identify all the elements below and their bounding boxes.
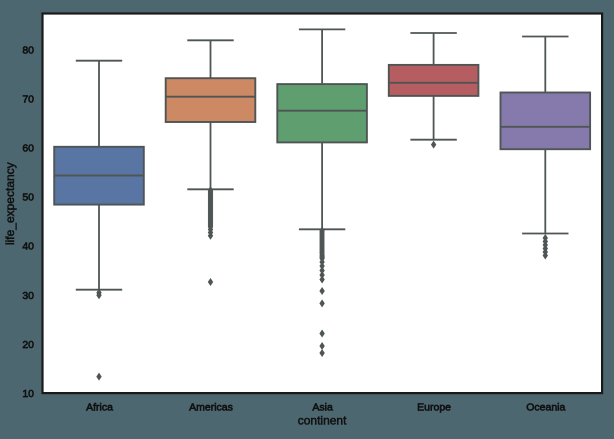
svg-text:20: 20 <box>22 339 34 351</box>
svg-text:continent: continent <box>298 413 347 427</box>
svg-text:life_expectancy: life_expectancy <box>3 162 17 245</box>
svg-text:40: 40 <box>22 241 34 253</box>
svg-text:Europe: Europe <box>417 402 451 414</box>
svg-text:50: 50 <box>22 192 34 204</box>
svg-text:Asia: Asia <box>312 402 333 414</box>
svg-text:Oceania: Oceania <box>526 402 565 414</box>
svg-text:80: 80 <box>22 45 34 57</box>
svg-text:30: 30 <box>22 290 34 302</box>
svg-text:Americas: Americas <box>189 402 233 414</box>
svg-text:70: 70 <box>22 94 34 106</box>
svg-text:Africa: Africa <box>86 402 113 414</box>
svg-text:10: 10 <box>22 388 34 400</box>
svg-text:60: 60 <box>22 143 34 155</box>
